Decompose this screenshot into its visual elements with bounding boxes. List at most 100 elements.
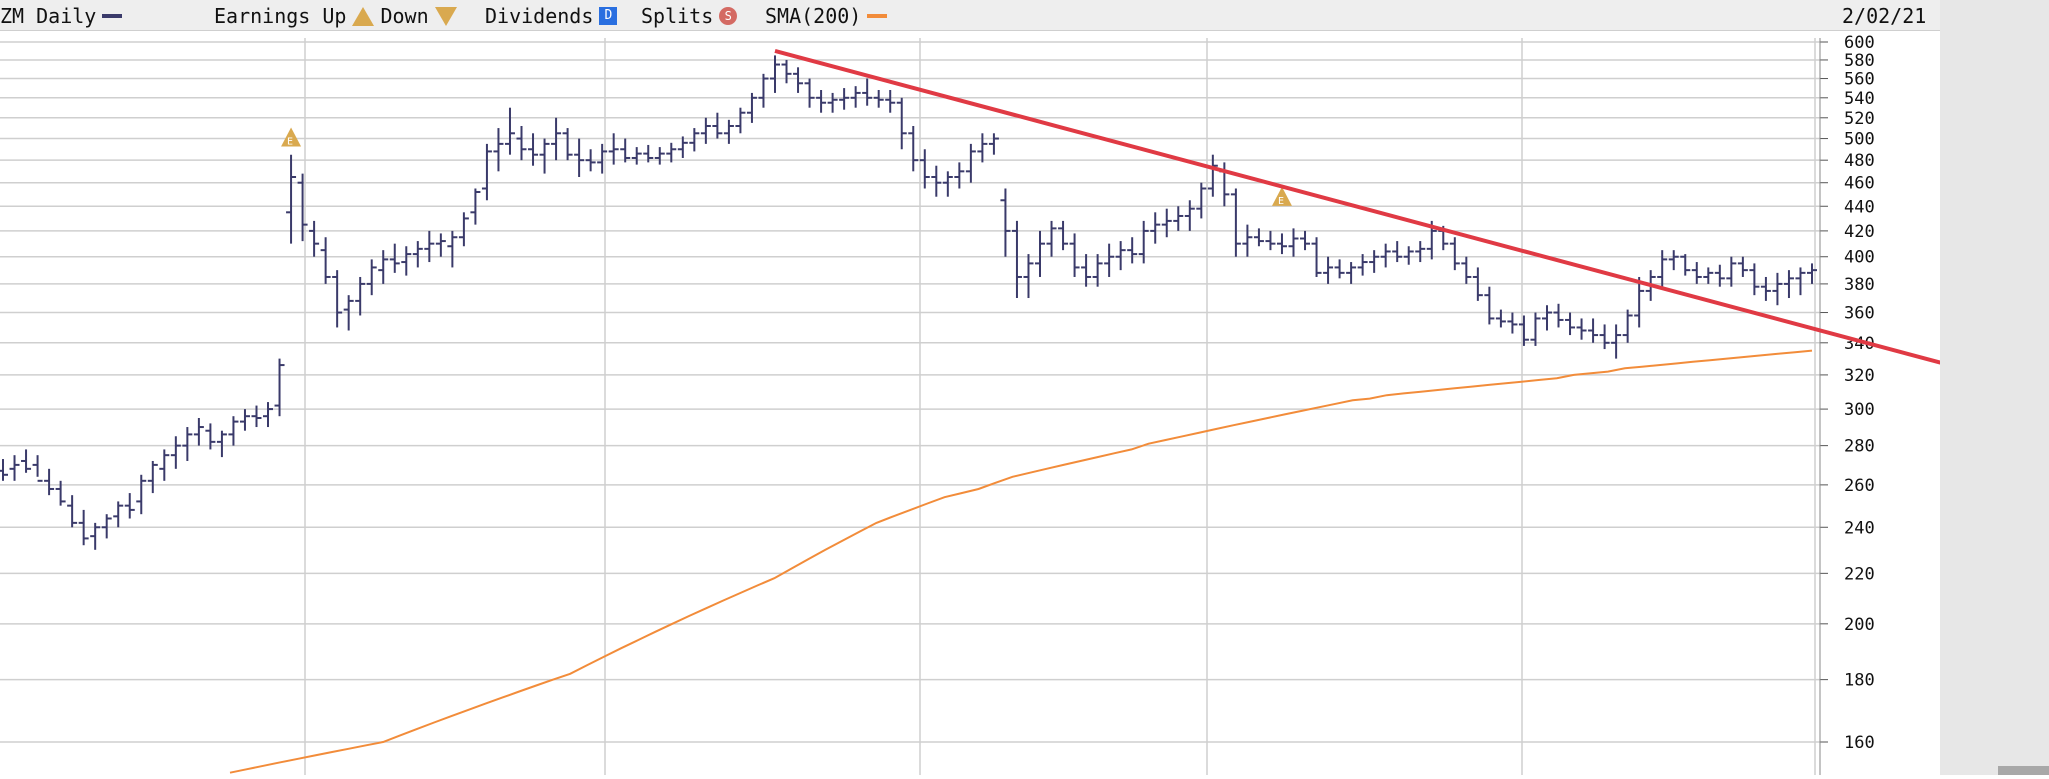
- ohlc-bar: [666, 142, 677, 163]
- ohlc-bar: [90, 522, 101, 550]
- ohlc-bar: [712, 112, 723, 139]
- y-tick-label: 320: [1844, 366, 1875, 386]
- ohlc-bar: [1023, 254, 1034, 299]
- ohlc-bar: [1242, 224, 1253, 257]
- y-tick-label: 460: [1844, 174, 1875, 194]
- ohlc-bar: [32, 455, 43, 482]
- ohlc-bar: [297, 173, 308, 242]
- y-tick-label: 260: [1844, 476, 1875, 496]
- earnings-marker-letter: E: [1278, 196, 1284, 207]
- ohlc-bar: [816, 90, 827, 113]
- ohlc-bar: [700, 117, 711, 144]
- ohlc-bar: [793, 67, 804, 93]
- y-tick-label: 280: [1844, 437, 1875, 457]
- legend-sma: SMA(200): [765, 4, 888, 28]
- ohlc-bar: [781, 59, 792, 84]
- ohlc-bar: [873, 90, 884, 108]
- ohlc-bar: [850, 86, 861, 108]
- ohlc-bar: [378, 250, 389, 284]
- ohlc-bar: [574, 138, 585, 177]
- ohlc-bar: [170, 436, 181, 469]
- ohlc-bar: [1184, 200, 1195, 231]
- ohlc-bar: [597, 143, 608, 174]
- ohlc-bar: [67, 495, 78, 528]
- ohlc-bar: [1760, 276, 1771, 301]
- ohlc-bar: [769, 55, 780, 93]
- legend-dividends: Dividends D: [485, 4, 618, 28]
- ohlc-bar: [470, 188, 481, 225]
- y-tick-label: 540: [1844, 89, 1875, 109]
- ohlc-bar: [159, 449, 170, 481]
- y-tick-label: 420: [1844, 222, 1875, 242]
- ohlc-bar: [585, 149, 596, 172]
- y-tick-label: 220: [1844, 564, 1875, 584]
- ohlc-bar: [885, 90, 896, 113]
- y-tick-label: 400: [1844, 248, 1875, 268]
- ohlc-bar: [1472, 267, 1483, 301]
- y-tick-label: 600: [1844, 33, 1875, 53]
- ohlc-bar: [147, 460, 158, 494]
- y-tick-label: 200: [1844, 615, 1875, 635]
- ohlc-bar: [355, 276, 366, 316]
- ohlc-bar: [239, 409, 250, 431]
- ohlc-bar: [113, 501, 124, 528]
- ohlc-bar: [1104, 243, 1115, 277]
- ohlc-bar: [1518, 315, 1529, 346]
- ohlc-bar: [1311, 237, 1322, 277]
- ohlc-bar: [424, 230, 435, 263]
- ohlc-bar: [839, 88, 850, 110]
- ohlc-bar: [1058, 220, 1069, 251]
- ohlc-bar: [1011, 220, 1022, 299]
- ohlc-bar: [435, 233, 446, 257]
- ohlc-bar: [274, 358, 285, 417]
- ohlc-bar: [804, 78, 815, 108]
- ohlc-bar: [216, 430, 227, 458]
- earnings-down-icon: [434, 6, 457, 26]
- ohlc-bar: [1403, 246, 1414, 265]
- ohlc-bar: [1611, 324, 1622, 359]
- ohlc-bar: [988, 133, 999, 155]
- earnings-marker-letter: E: [287, 137, 293, 148]
- ohlc-bar: [735, 107, 746, 134]
- ohlc-bar: [908, 125, 919, 172]
- chart-legend: ZM Daily Earnings Up Down Dividends D Sp…: [0, 0, 1940, 31]
- ohlc-bar: [620, 138, 631, 163]
- ohlc-bar: [332, 270, 343, 328]
- ohlc-bar: [481, 143, 492, 201]
- ohlc-bar: [1265, 230, 1276, 251]
- ohlc-bar: [965, 143, 976, 183]
- ohlc-bar: [654, 147, 665, 165]
- ohlc-bar: [493, 128, 504, 172]
- split-icon: S: [719, 7, 738, 25]
- ohlc-bar: [343, 295, 354, 331]
- dividend-icon: D: [599, 7, 618, 25]
- y-tick-label: 300: [1844, 400, 1875, 420]
- ohlc-bar: [1046, 220, 1057, 257]
- ohlc-bar: [1253, 228, 1264, 247]
- ohlc-bar: [528, 133, 539, 166]
- ohlc-bar: [1703, 267, 1714, 284]
- y-tick-label: 180: [1844, 671, 1875, 691]
- scrollbar-thumb[interactable]: [1998, 766, 2049, 775]
- ohlc-bar: [954, 162, 965, 189]
- ohlc-bar: [1230, 188, 1241, 257]
- ohlc-bar: [182, 427, 193, 461]
- ohlc-bar: [516, 125, 527, 161]
- ohlc-bar: [942, 171, 953, 197]
- ohlc-bar: [1173, 206, 1184, 231]
- ohlc-bar: [1196, 182, 1207, 219]
- ohlc-bar: [366, 259, 377, 296]
- ohlc-bar: [1369, 250, 1380, 273]
- ohlc-bar: [1207, 154, 1218, 197]
- ohlc-bar: [827, 92, 838, 113]
- ohlc-bar: [101, 514, 112, 539]
- ohlc-bar: [862, 78, 873, 106]
- legend-earnings-label: Earnings Up: [214, 4, 347, 28]
- ohlc-bar: [1507, 312, 1518, 334]
- ohlc-bar: [389, 243, 400, 273]
- ohlc-bar: [1691, 262, 1702, 284]
- ohlc-bar: [251, 405, 262, 428]
- earnings-marker-icon: [281, 127, 302, 147]
- ohlc-bar: [1138, 220, 1149, 264]
- chart-date: 2/02/21: [1842, 4, 1927, 28]
